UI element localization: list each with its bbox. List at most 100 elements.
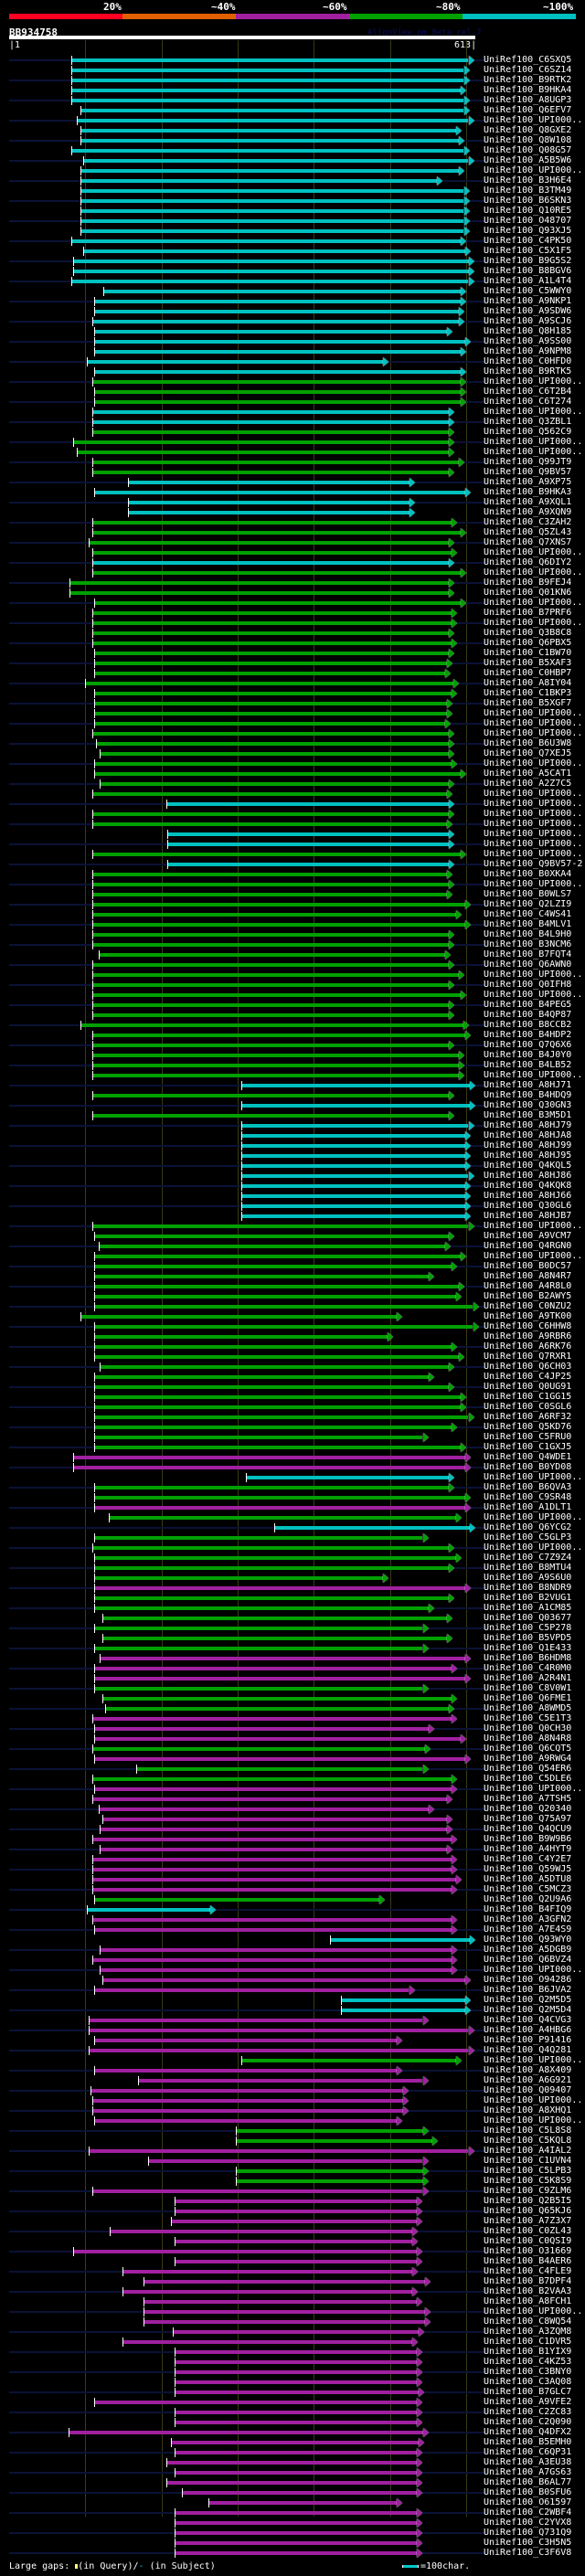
hit-row[interactable]: UniRef100_B0WLS7: [0, 889, 585, 900]
hit-label[interactable]: UniRef100_A9XQN9: [484, 507, 572, 517]
alignment-bar[interactable]: [94, 722, 445, 726]
hit-label[interactable]: UniRef100_UPI000..: [484, 1221, 583, 1231]
alignment-bar[interactable]: [241, 1214, 466, 1218]
hit-row[interactable]: UniRef100_A9TK00: [0, 1311, 585, 1322]
alignment-bar[interactable]: [91, 1878, 457, 1882]
hit-label[interactable]: UniRef100_A8HJA8: [484, 1130, 572, 1140]
alignment-bar[interactable]: [165, 2461, 417, 2465]
alignment-bar[interactable]: [241, 1104, 471, 1108]
hit-label[interactable]: UniRef100_UPI000..: [484, 1251, 583, 1261]
alignment-bar[interactable]: [71, 280, 469, 283]
alignment-bar[interactable]: [167, 863, 449, 866]
alignment-bar[interactable]: [80, 209, 464, 213]
hit-row[interactable]: UniRef100_Q6BVZ4: [0, 1955, 585, 1966]
hit-label[interactable]: UniRef100_Q2LZI9: [484, 899, 572, 909]
hit-label[interactable]: UniRef100_O94286: [484, 1975, 572, 1985]
alignment-bar[interactable]: [91, 1717, 452, 1721]
hit-row[interactable]: UniRef100_A8HJB7: [0, 1211, 585, 1222]
alignment-bar[interactable]: [93, 2401, 417, 2404]
alignment-bar[interactable]: [82, 249, 466, 253]
hit-label[interactable]: UniRef100_B4HDP2: [484, 1030, 572, 1040]
hit-label[interactable]: UniRef100_UPI000..: [484, 2306, 583, 2316]
hit-label[interactable]: UniRef100_A9XP75: [484, 477, 572, 487]
alignment-bar[interactable]: [94, 1446, 462, 1449]
alignment-bar[interactable]: [94, 1787, 452, 1791]
hit-row[interactable]: UniRef100_UPI000..: [0, 1542, 585, 1553]
hit-label[interactable]: UniRef100_UPI000..: [484, 849, 583, 859]
hit-label[interactable]: UniRef100_C4FLE9: [484, 2266, 572, 2276]
hit-row[interactable]: UniRef100_A8N4R8: [0, 1733, 585, 1744]
alignment-bar[interactable]: [88, 2029, 469, 2032]
alignment-bar[interactable]: [174, 2421, 417, 2424]
hit-label[interactable]: UniRef100_C4Y2E7: [484, 1854, 572, 1864]
hit-row[interactable]: UniRef100_Q7Q6X6: [0, 1040, 585, 1051]
hit-row[interactable]: UniRef100_A7E4S9: [0, 1924, 585, 1935]
hit-row[interactable]: UniRef100_UPI000..: [0, 407, 585, 418]
alignment-bar[interactable]: [94, 1667, 452, 1670]
alignment-bar[interactable]: [241, 1084, 471, 1087]
hit-row[interactable]: UniRef100_Q5ZL43: [0, 527, 585, 538]
hit-row[interactable]: UniRef100_B8BGV6: [0, 266, 585, 277]
alignment-bar[interactable]: [91, 1868, 452, 1871]
alignment-bar[interactable]: [173, 2330, 420, 2334]
alignment-bar[interactable]: [174, 2380, 417, 2384]
hit-row[interactable]: UniRef100_B6U3W8: [0, 738, 585, 749]
hit-label[interactable]: UniRef100_Q7Q6X6: [484, 1040, 572, 1050]
hit-row[interactable]: UniRef100_UPI000..: [0, 447, 585, 458]
alignment-bar[interactable]: [235, 2129, 423, 2133]
hit-label[interactable]: UniRef100_Q03677: [484, 1613, 572, 1623]
alignment-bar[interactable]: [80, 1023, 463, 1027]
alignment-bar[interactable]: [174, 2360, 417, 2364]
hit-label[interactable]: UniRef100_B8BGV6: [484, 266, 572, 276]
hit-label[interactable]: UniRef100_A9RBR6: [484, 1331, 572, 1341]
hit-label[interactable]: UniRef100_Q8GXE2: [484, 125, 572, 135]
alignment-bar[interactable]: [94, 1325, 473, 1329]
alignment-bar[interactable]: [94, 1496, 466, 1500]
hit-row[interactable]: UniRef100_O48707: [0, 216, 585, 227]
hit-label[interactable]: UniRef100_C2WBF4: [484, 2507, 572, 2518]
hit-row[interactable]: UniRef100_C4R0M0: [0, 1663, 585, 1674]
hit-row[interactable]: UniRef100_C2Q090: [0, 2417, 585, 2428]
alignment-bar[interactable]: [122, 2340, 412, 2344]
alignment-bar[interactable]: [80, 1315, 398, 1319]
hit-label[interactable]: UniRef100_UPI000..: [484, 618, 583, 628]
alignment-bar[interactable]: [101, 1697, 452, 1701]
alignment-bar[interactable]: [91, 2189, 423, 2193]
hit-row[interactable]: UniRef100_Q30GN3: [0, 1100, 585, 1111]
alignment-bar[interactable]: [128, 481, 410, 484]
hit-row[interactable]: UniRef100_C9ZLM6: [0, 2186, 585, 2197]
alignment-bar[interactable]: [100, 1657, 466, 1660]
hit-label[interactable]: UniRef100_UPI000..: [484, 598, 583, 608]
hit-row[interactable]: UniRef100_B4HDQ9: [0, 1090, 585, 1101]
hit-label[interactable]: UniRef100_C7Z9Z4: [484, 1553, 572, 1563]
hit-row[interactable]: UniRef100_A9SCJ6: [0, 316, 585, 327]
hit-label[interactable]: UniRef100_Q3B8C8: [484, 628, 572, 638]
hit-label[interactable]: UniRef100_B9G5S2: [484, 256, 572, 266]
hit-row[interactable]: UniRef100_B4LB52: [0, 1060, 585, 1071]
alignment-bar[interactable]: [94, 1355, 459, 1359]
hit-label[interactable]: UniRef100_A8WMD5: [484, 1703, 572, 1713]
hit-row[interactable]: UniRef100_UPI000..: [0, 718, 585, 729]
hit-label[interactable]: UniRef100_A9SCJ6: [484, 316, 572, 326]
hit-row[interactable]: UniRef100_Q0IFH8: [0, 980, 585, 991]
alignment-bar[interactable]: [94, 762, 452, 766]
alignment-bar[interactable]: [94, 1988, 410, 1992]
hit-label[interactable]: UniRef100_UPI000..: [484, 2095, 583, 2105]
alignment-bar[interactable]: [88, 2019, 423, 2022]
alignment-bar[interactable]: [94, 1265, 452, 1268]
hit-label[interactable]: UniRef100_B1YIX9: [484, 2347, 572, 2357]
hit-row[interactable]: UniRef100_C4KZ53: [0, 2357, 585, 2368]
hit-row[interactable]: UniRef100_Q9BV57-2: [0, 859, 585, 870]
alignment-bar[interactable]: [91, 1918, 452, 1922]
hit-row[interactable]: UniRef100_A8HJ66: [0, 1191, 585, 1202]
hit-label[interactable]: UniRef100_C4R0M0: [484, 1663, 572, 1673]
hit-label[interactable]: UniRef100_B4FIQ9: [484, 1904, 572, 1914]
alignment-bar[interactable]: [94, 672, 445, 675]
alignment-bar[interactable]: [100, 1828, 448, 1831]
hit-label[interactable]: UniRef100_A1DLT1: [484, 1502, 572, 1512]
hit-label[interactable]: UniRef100_Q30GN3: [484, 1100, 572, 1110]
alignment-bar[interactable]: [91, 561, 449, 565]
hit-row[interactable]: UniRef100_C5LPB3: [0, 2166, 585, 2177]
alignment-bar[interactable]: [91, 621, 452, 625]
hit-row[interactable]: UniRef100_C3AQ08: [0, 2377, 585, 2388]
